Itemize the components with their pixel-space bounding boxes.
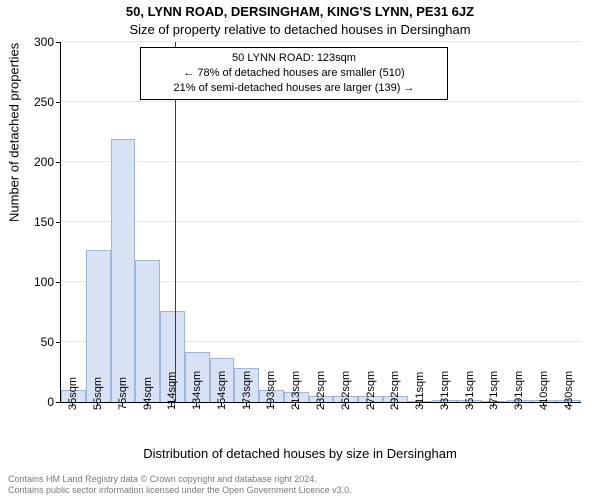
y-tick-mark <box>56 102 60 103</box>
bar <box>111 139 136 402</box>
y-tick-label: 100 <box>14 275 54 289</box>
y-tick-label: 300 <box>14 35 54 49</box>
y-tick-mark <box>56 282 60 283</box>
chart-title-line1: 50, LYNN ROAD, DERSINGHAM, KING'S LYNN, … <box>0 4 600 19</box>
gridline <box>61 161 581 162</box>
y-tick-label: 150 <box>14 215 54 229</box>
chart-container: 50, LYNN ROAD, DERSINGHAM, KING'S LYNN, … <box>0 0 600 500</box>
footer-line2: Contains public sector information licen… <box>8 485 352 496</box>
chart-title-line2: Size of property relative to detached ho… <box>0 22 600 37</box>
y-tick-label: 0 <box>14 395 54 409</box>
gridline <box>61 101 581 102</box>
gridline <box>61 221 581 222</box>
y-tick-mark <box>56 162 60 163</box>
x-axis-label: Distribution of detached houses by size … <box>0 446 600 461</box>
info-line1: 50 LYNN ROAD: 123sqm <box>149 51 439 66</box>
y-tick-label: 200 <box>14 155 54 169</box>
y-tick-mark <box>56 42 60 43</box>
info-line3: 21% of semi-detached houses are larger (… <box>149 81 439 96</box>
footer-line1: Contains HM Land Registry data © Crown c… <box>8 474 352 485</box>
y-tick-mark <box>56 342 60 343</box>
y-tick-mark <box>56 402 60 403</box>
y-tick-label: 250 <box>14 95 54 109</box>
gridline <box>61 41 581 42</box>
y-tick-label: 50 <box>14 335 54 349</box>
info-box: 50 LYNN ROAD: 123sqm ← 78% of detached h… <box>140 47 448 100</box>
footer: Contains HM Land Registry data © Crown c… <box>8 474 352 497</box>
y-tick-mark <box>56 222 60 223</box>
info-line2: ← 78% of detached houses are smaller (51… <box>149 66 439 81</box>
